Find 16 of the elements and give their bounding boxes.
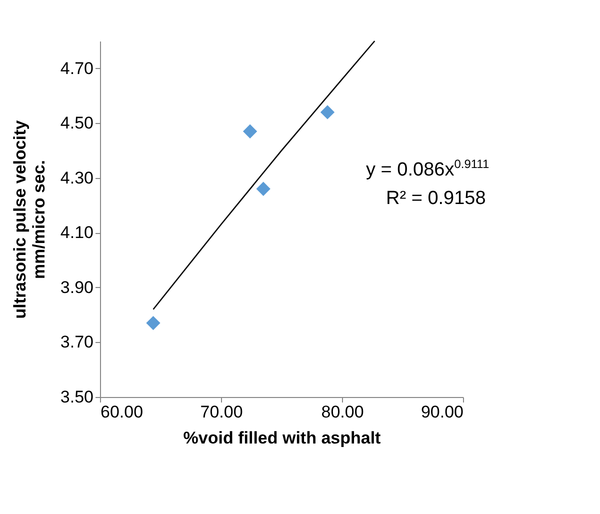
y-tick-label: 4.30 [60, 168, 94, 188]
x-tick-label: 90.00 [420, 402, 464, 422]
x-axis-title: %void filled with asphalt [183, 428, 382, 448]
y-tick-label: 4.50 [60, 114, 94, 133]
x-tick-label: 60.00 [100, 402, 144, 422]
y-axis-title: ultrasonic pulse velocity mm/micro sec. [10, 120, 48, 319]
annotation: y = 0.086x$^{0.9111}$ [366, 157, 490, 182]
annotation: R² = 0.9158 [386, 188, 486, 210]
y-tick-label: 3.50 [60, 388, 94, 406]
y-tick-label: 4.70 [60, 58, 94, 78]
y-tick-label: 3.90 [60, 278, 94, 297]
x-tick-label: 80.00 [321, 402, 364, 422]
x-tick-label: 70.00 [200, 402, 243, 422]
line-series [152, 40, 376, 310]
y-tick-label: 4.10 [60, 223, 94, 242]
y-tick-label: 3.70 [60, 332, 94, 352]
